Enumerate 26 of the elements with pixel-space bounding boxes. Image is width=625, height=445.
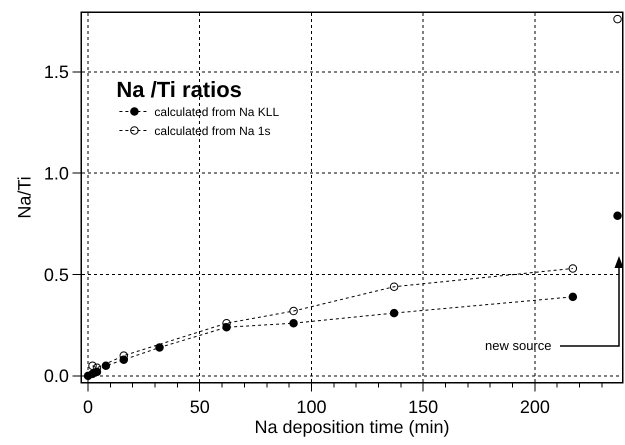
point [568, 264, 578, 273]
point [390, 308, 398, 318]
y-tick-label: 1.0 [44, 163, 69, 184]
y-tick-label: 1.5 [44, 62, 69, 82]
point [613, 212, 622, 220]
legend-label: calculated from Na KLL [154, 105, 280, 120]
x-tick-label: 50 [190, 397, 210, 418]
legend-label: calculated from Na 1s [154, 124, 270, 138]
legend-title: Na /Ti ratios [116, 76, 242, 102]
x-tick-label: 0 [83, 397, 94, 418]
x-axis-title: Na deposition time (min) [254, 417, 450, 438]
x-tick-label: 100 [296, 397, 326, 418]
point [390, 282, 398, 291]
y-axis-title: Na/Ti [14, 176, 34, 219]
point [613, 14, 622, 24]
point [289, 306, 298, 316]
point [289, 318, 298, 328]
point [155, 343, 164, 352]
y-tick-label: 0.5 [44, 264, 69, 285]
point [102, 362, 110, 370]
x-tick-label: 150 [408, 397, 438, 418]
annotation: new source [485, 338, 552, 353]
y-tick-label: 0.0 [44, 366, 69, 386]
x-tick-label: 200 [520, 397, 550, 418]
point [88, 362, 97, 370]
point [568, 292, 578, 302]
